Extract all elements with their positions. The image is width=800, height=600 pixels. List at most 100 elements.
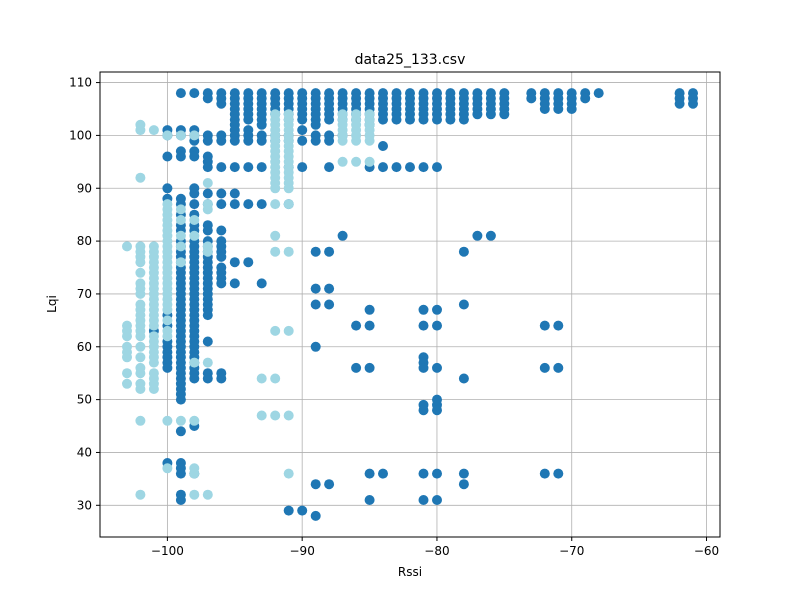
data-point <box>189 468 200 479</box>
data-point <box>202 188 213 199</box>
data-point <box>283 505 294 516</box>
data-point <box>175 426 186 437</box>
data-point <box>256 162 267 173</box>
data-point <box>175 415 186 426</box>
data-point <box>243 114 254 125</box>
data-point <box>135 384 146 394</box>
data-point <box>432 405 442 416</box>
data-point <box>229 199 240 210</box>
data-point <box>202 93 213 104</box>
data-point <box>122 241 132 252</box>
data-point <box>202 373 213 384</box>
data-point <box>202 162 213 173</box>
data-point <box>378 468 388 479</box>
data-point <box>202 178 213 188</box>
y-tick-label: 80 <box>77 234 92 248</box>
data-point <box>324 135 335 146</box>
data-point <box>162 415 173 426</box>
data-point <box>310 510 321 521</box>
data-point <box>364 320 375 331</box>
data-point <box>270 230 281 241</box>
data-point <box>162 151 173 162</box>
data-point <box>432 362 442 373</box>
data-point <box>135 341 146 352</box>
data-point <box>189 188 200 199</box>
data-point <box>337 230 348 241</box>
data-point <box>297 135 308 146</box>
data-point <box>283 325 294 336</box>
axis-ticks: −100 −90 −80 −70 −60 30 40 50 60 70 80 90 100 110 <box>69 76 719 558</box>
data-point <box>202 246 213 257</box>
data-point <box>135 489 146 500</box>
data-point <box>216 373 227 384</box>
y-tick-label: 100 <box>69 128 92 142</box>
data-point <box>135 257 146 268</box>
data-point <box>135 172 146 183</box>
data-point <box>189 215 200 225</box>
data-point <box>162 130 173 141</box>
data-point <box>297 114 308 125</box>
data-point <box>270 183 281 194</box>
data-point <box>445 114 456 125</box>
data-point <box>175 394 186 405</box>
y-tick-label: 30 <box>77 498 92 512</box>
data-point <box>458 299 469 310</box>
data-point <box>216 278 227 289</box>
data-point <box>189 199 200 210</box>
data-points <box>122 88 698 521</box>
data-point <box>122 378 132 389</box>
data-point <box>216 251 227 262</box>
data-point <box>324 246 335 257</box>
plot-frame <box>99 71 721 538</box>
y-tick-label: 60 <box>77 340 92 354</box>
data-point <box>243 257 254 268</box>
data-point <box>229 188 240 199</box>
data-point <box>229 135 240 146</box>
data-point <box>553 320 564 331</box>
x-tick-label: −100 <box>151 544 184 558</box>
data-point <box>162 315 173 326</box>
data-point <box>256 278 267 289</box>
data-point <box>405 114 415 125</box>
data-point <box>256 119 267 130</box>
data-point <box>418 405 429 416</box>
data-point <box>175 257 186 268</box>
grid <box>100 72 720 537</box>
data-point <box>391 162 402 173</box>
data-point <box>364 135 375 146</box>
data-point <box>243 135 254 146</box>
data-point <box>351 156 362 167</box>
data-point <box>688 98 698 109</box>
data-point <box>175 468 186 479</box>
data-point <box>135 352 146 363</box>
data-point <box>189 489 200 500</box>
data-point <box>216 225 227 236</box>
data-point <box>539 320 550 331</box>
data-point <box>189 357 200 368</box>
data-point <box>553 104 564 114</box>
data-point <box>270 246 281 257</box>
data-point <box>202 225 213 236</box>
data-point <box>216 199 227 210</box>
data-point <box>458 373 469 384</box>
data-point <box>216 188 227 199</box>
data-point <box>593 88 604 99</box>
y-tick-label: 50 <box>77 393 92 407</box>
data-point <box>202 310 213 321</box>
data-point <box>458 114 469 125</box>
data-point <box>364 495 375 505</box>
data-point <box>418 304 429 315</box>
data-point <box>418 114 429 125</box>
data-point <box>175 241 186 252</box>
x-axis-label: Rssi <box>398 565 422 579</box>
data-point <box>189 88 200 99</box>
data-point <box>337 135 348 146</box>
data-point <box>202 357 213 368</box>
data-point <box>418 320 429 331</box>
data-point <box>310 341 321 352</box>
chart-title: data25_133.csv <box>355 52 466 68</box>
data-point <box>135 267 146 278</box>
data-point <box>256 199 267 210</box>
data-point <box>674 98 685 109</box>
data-point <box>310 479 321 490</box>
